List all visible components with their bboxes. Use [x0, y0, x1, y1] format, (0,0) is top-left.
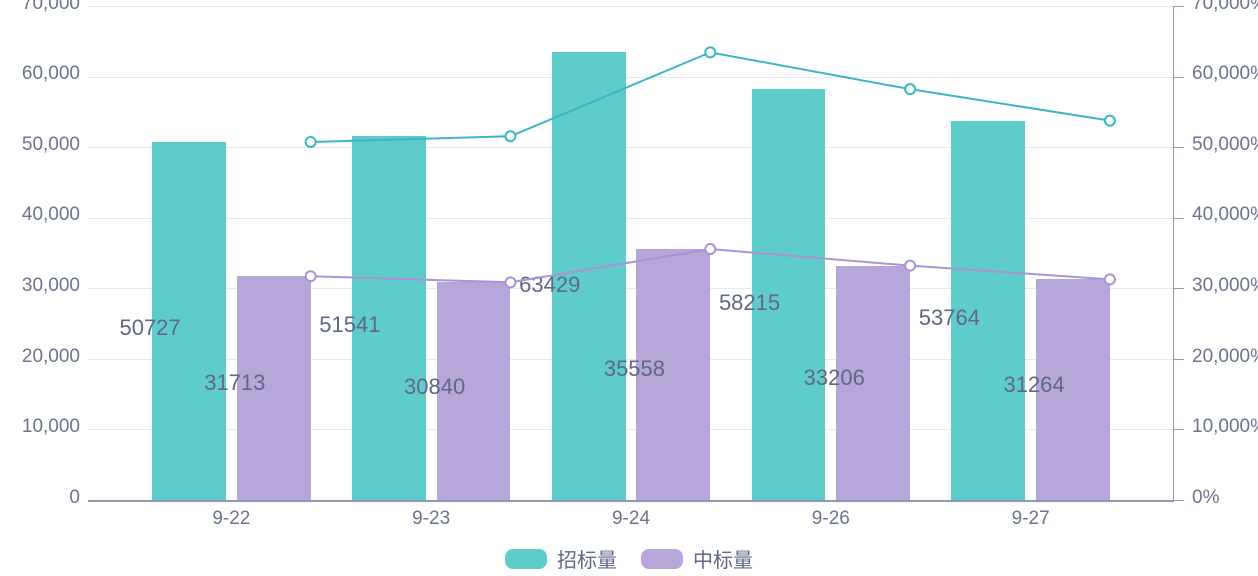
line-marker	[905, 84, 915, 94]
y-right-tick	[1174, 6, 1184, 7]
x-tick-label: 9-27	[1012, 508, 1050, 530]
y-left-tick-label: 70,000	[22, 0, 80, 15]
line-marker	[1105, 274, 1115, 284]
line-marker	[505, 131, 515, 141]
bidding-volume-chart: 5072731713515413084063429355585821533206…	[0, 0, 1258, 576]
y-right-tick-label: 0%	[1192, 487, 1219, 509]
legend-swatch	[641, 549, 683, 569]
legend-item: 中标量	[641, 544, 753, 573]
legend: 招标量 中标量	[0, 544, 1258, 573]
line-zhaobiao_line	[311, 52, 1110, 142]
line-marker	[705, 244, 715, 254]
y-right-tick	[1174, 147, 1184, 148]
x-tick-label: 9-24	[612, 508, 650, 530]
plot-area: 5072731713515413084063429355585821533206…	[88, 6, 1174, 500]
y-left-tick-label: 0	[69, 487, 80, 509]
y-left-tick-label: 60,000	[22, 63, 80, 85]
legend-label: 招标量	[557, 544, 617, 573]
y-right-tick-label: 30,000%	[1192, 275, 1258, 297]
x-tick-label: 9-23	[412, 508, 450, 530]
y-left-tick-label: 50,000	[22, 134, 80, 156]
legend-swatch	[505, 549, 547, 569]
line-marker	[905, 261, 915, 271]
x-axis-baseline	[88, 500, 1174, 502]
x-tick-label: 9-22	[212, 508, 250, 530]
legend-item: 招标量	[505, 544, 617, 573]
legend-label: 中标量	[693, 544, 753, 573]
line-marker	[505, 277, 515, 287]
line-overlay	[88, 6, 1174, 500]
y-left-tick-label: 10,000	[22, 416, 80, 438]
line-marker	[1105, 116, 1115, 126]
x-tick-label: 9-26	[812, 508, 850, 530]
line-marker	[705, 47, 715, 57]
y-right-tick-label: 60,000%	[1192, 63, 1258, 85]
y-right-tick-label: 70,000%	[1192, 0, 1258, 15]
y-right-tick-label: 10,000%	[1192, 416, 1258, 438]
y-left-tick-label: 30,000	[22, 275, 80, 297]
y-left-tick-label: 40,000	[22, 204, 80, 226]
line-marker	[306, 271, 316, 281]
y-left-tick-label: 20,000	[22, 346, 80, 368]
line-marker	[306, 137, 316, 147]
y-right-tick-label: 50,000%	[1192, 134, 1258, 156]
y-right-tick-label: 20,000%	[1192, 346, 1258, 368]
y-right-tick	[1174, 218, 1184, 219]
y-right-tick	[1174, 500, 1184, 501]
y-right-tick	[1174, 429, 1184, 430]
y-right-tick	[1174, 288, 1184, 289]
y-right-tick	[1174, 359, 1184, 360]
y-right-tick	[1174, 77, 1184, 78]
y-right-tick-label: 40,000%	[1192, 204, 1258, 226]
